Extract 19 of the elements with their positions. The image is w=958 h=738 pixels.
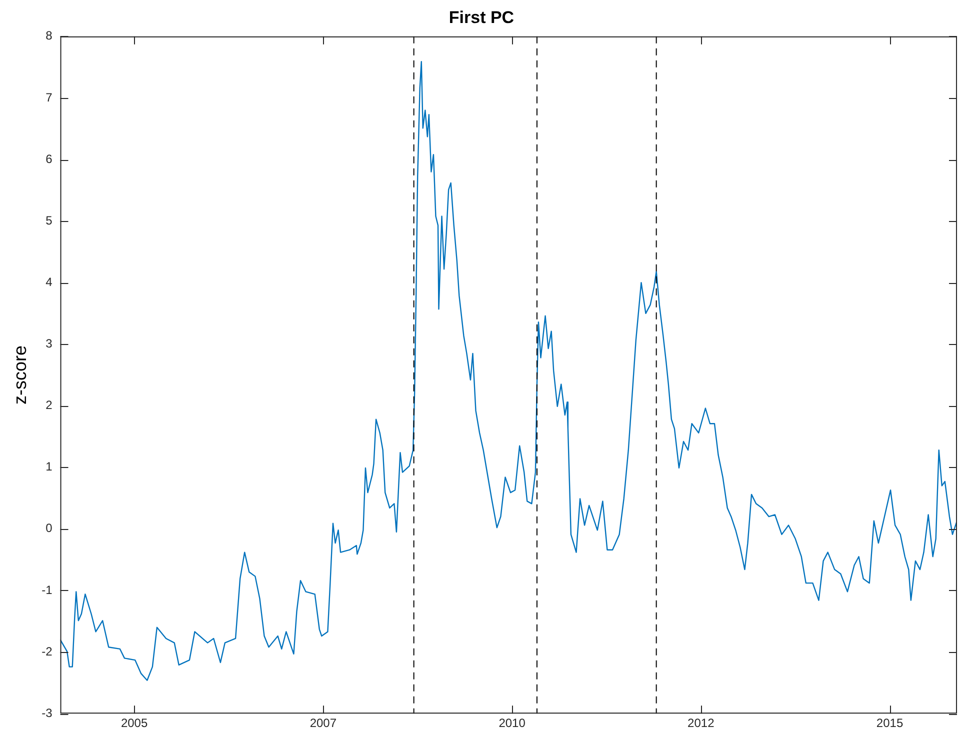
chart-title: First PC xyxy=(448,8,514,27)
y-tick-label: 2 xyxy=(46,398,53,412)
x-tick-label: 2015 xyxy=(876,716,904,730)
y-tick-label: 1 xyxy=(46,460,53,474)
y-tick-label: -2 xyxy=(42,644,53,658)
y-tick-label: 6 xyxy=(46,152,53,166)
y-tick-label: 8 xyxy=(46,28,53,43)
y-tick-label: -3 xyxy=(42,706,53,720)
x-tick-label: 2007 xyxy=(310,716,337,730)
y-tick-label: 7 xyxy=(46,90,53,104)
y-tick-label: 0 xyxy=(46,521,53,536)
x-tick-label: 2005 xyxy=(120,716,148,730)
y-tick-label: -1 xyxy=(42,582,53,597)
y-tick-label: 3 xyxy=(46,336,53,351)
y-axis-title: z-score xyxy=(10,345,30,405)
x-tick-label: 2012 xyxy=(688,716,715,730)
y-tick-label: 5 xyxy=(46,213,53,228)
x-tick-label: 2010 xyxy=(498,716,526,730)
y-tick-label: 4 xyxy=(46,274,53,289)
